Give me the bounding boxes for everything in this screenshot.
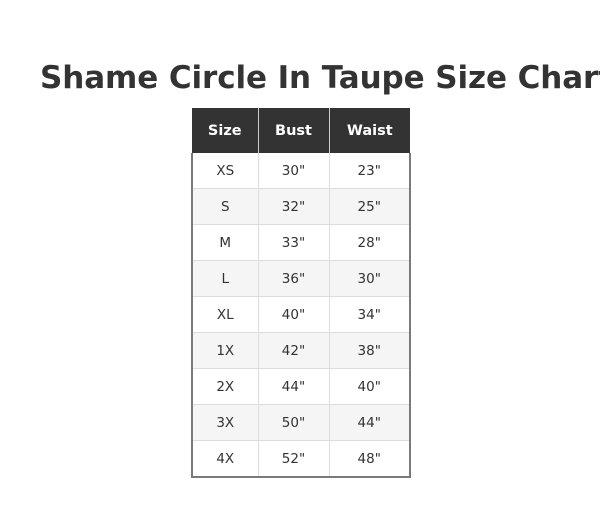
table-row: S 32" 25" (191, 188, 411, 225)
cell-bust: 33" (258, 224, 330, 261)
cell-bust: 50" (258, 404, 330, 441)
table-row: M 33" 28" (191, 224, 411, 261)
cell-bust: 42" (258, 332, 330, 369)
size-chart-table: Size Bust Waist XS 30" 23" S 32" 25" M (191, 108, 411, 478)
table-header: Size Bust Waist (192, 108, 410, 153)
table-row: L 36" 30" (191, 260, 411, 297)
table-body: XS 30" 23" S 32" 25" M 33" 28" L 36" (191, 153, 411, 478)
cell-bust: 30" (258, 153, 330, 189)
table-row: 4X 52" 48" (191, 440, 411, 478)
column-header-size: Size (192, 108, 259, 153)
cell-bust: 52" (258, 440, 330, 478)
table-row: XS 30" 23" (191, 153, 411, 189)
cell-waist: 30" (329, 260, 411, 297)
size-chart-table-wrapper: Size Bust Waist XS 30" 23" S 32" 25" M (191, 108, 411, 478)
cell-size: M (191, 224, 259, 261)
cell-size: 2X (191, 368, 259, 405)
cell-waist: 25" (329, 188, 411, 225)
cell-waist: 28" (329, 224, 411, 261)
cell-size: L (191, 260, 259, 297)
cell-size: XS (191, 153, 259, 189)
cell-size: 3X (191, 404, 259, 441)
cell-waist: 40" (329, 368, 411, 405)
cell-size: 4X (191, 440, 259, 478)
cell-bust: 32" (258, 188, 330, 225)
cell-size: XL (191, 296, 259, 333)
table-row: 1X 42" 38" (191, 332, 411, 369)
cell-waist: 48" (329, 440, 411, 478)
cell-bust: 44" (258, 368, 330, 405)
cell-waist: 38" (329, 332, 411, 369)
page-title: Shame Circle In Taupe Size Chart (40, 59, 600, 96)
table-row: XL 40" 34" (191, 296, 411, 333)
cell-bust: 40" (258, 296, 330, 333)
cell-size: 1X (191, 332, 259, 369)
cell-waist: 44" (329, 404, 411, 441)
cell-waist: 34" (329, 296, 411, 333)
table-row: 3X 50" 44" (191, 404, 411, 441)
cell-bust: 36" (258, 260, 330, 297)
table-header-row: Size Bust Waist (192, 108, 410, 153)
column-header-bust: Bust (258, 108, 330, 153)
table-row: 2X 44" 40" (191, 368, 411, 405)
column-header-waist: Waist (329, 108, 410, 153)
cell-size: S (191, 188, 259, 225)
cell-waist: 23" (329, 153, 411, 189)
